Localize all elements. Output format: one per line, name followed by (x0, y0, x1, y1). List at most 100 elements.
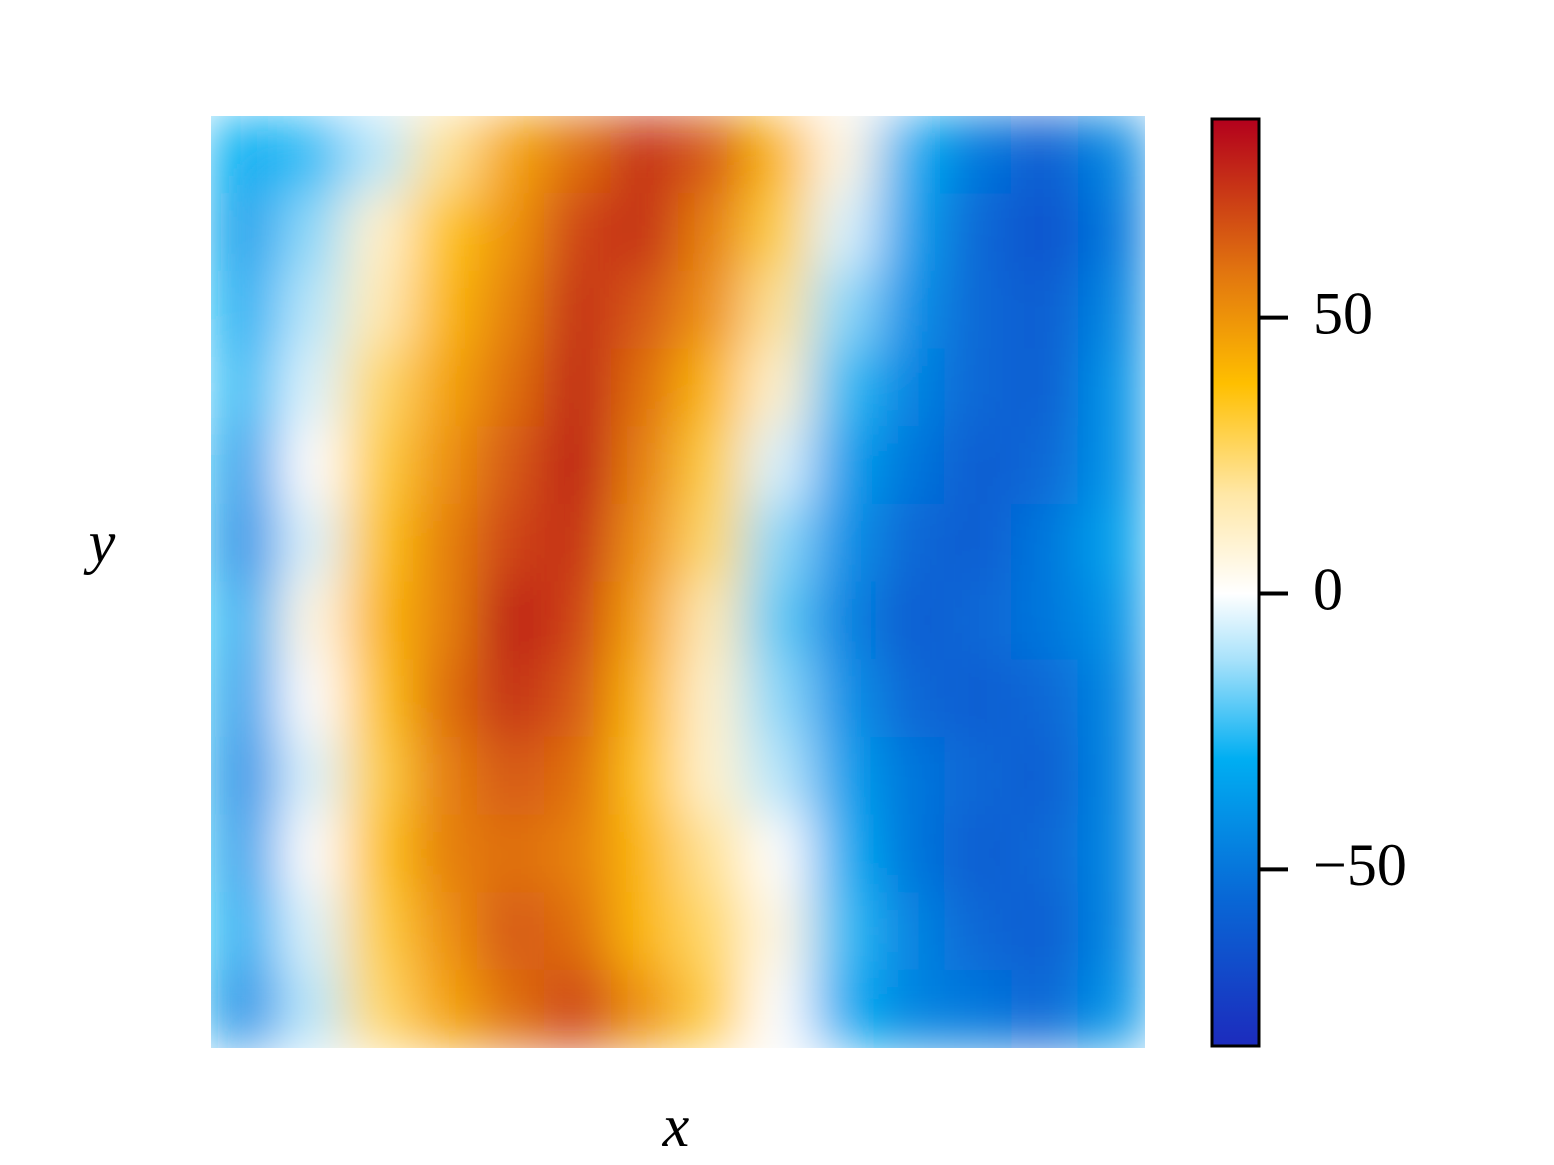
cell (1077, 193, 1145, 272)
cell (877, 348, 946, 428)
cell (211, 348, 279, 428)
cell (477, 270, 546, 350)
cell (343, 581, 412, 661)
cell (744, 116, 812, 195)
cell (211, 193, 279, 272)
cell (744, 814, 812, 894)
cell (544, 116, 612, 195)
cell (277, 116, 345, 195)
cell (343, 969, 412, 1048)
cell (544, 814, 612, 894)
cell (610, 581, 679, 661)
cell (1011, 892, 1079, 971)
cell (343, 116, 412, 195)
cell (477, 116, 546, 195)
cell (277, 659, 345, 738)
cell (410, 969, 479, 1048)
cell (1077, 426, 1145, 505)
cell (744, 659, 812, 738)
cell (410, 814, 479, 894)
cell (877, 736, 946, 816)
cell (610, 969, 679, 1048)
cell (410, 736, 479, 816)
cell (343, 426, 412, 505)
cell (944, 659, 1013, 738)
cell (610, 116, 679, 195)
cell (877, 969, 946, 1048)
cell (1011, 503, 1079, 583)
cell (877, 426, 946, 505)
cell (1011, 659, 1079, 738)
cell (1011, 116, 1079, 195)
cell (211, 969, 279, 1048)
cell (211, 581, 279, 661)
cell (1077, 736, 1145, 816)
cell (277, 270, 345, 350)
cell (744, 270, 812, 350)
cell (944, 503, 1013, 583)
cell (610, 503, 679, 583)
cell (1011, 581, 1079, 661)
cell (810, 193, 879, 272)
cell (677, 116, 746, 195)
cell (544, 270, 612, 350)
cell (544, 892, 612, 971)
colorbar-tick-label: 0 (1313, 556, 1343, 622)
cell (1011, 736, 1079, 816)
cell (343, 814, 412, 894)
cell (343, 193, 412, 272)
cell (343, 270, 412, 350)
cell (477, 193, 546, 272)
colorbar (1210, 117, 1261, 1048)
cell (410, 193, 479, 272)
cell (944, 814, 1013, 894)
cell (1077, 270, 1145, 350)
cell (410, 426, 479, 505)
cell (610, 892, 679, 971)
cell (944, 969, 1013, 1048)
cell (744, 348, 812, 428)
cell (810, 348, 879, 428)
cell (677, 193, 746, 272)
cell (744, 503, 812, 583)
cell (1077, 659, 1145, 738)
cell (343, 503, 412, 583)
cell (810, 116, 879, 195)
cell (211, 503, 279, 583)
cell (277, 581, 345, 661)
cell (277, 503, 345, 583)
cell (1077, 814, 1145, 894)
cell (944, 348, 1013, 428)
cell (343, 348, 412, 428)
cell (1011, 426, 1079, 505)
cell (677, 969, 746, 1048)
cell (277, 892, 345, 971)
cell (410, 348, 479, 428)
cell (677, 348, 746, 428)
cell (343, 736, 412, 816)
cell (610, 814, 679, 894)
cell (610, 193, 679, 272)
cell (944, 736, 1013, 816)
cell (477, 969, 546, 1048)
cell (944, 892, 1013, 971)
colorbar-tick-label: 50 (1313, 280, 1373, 346)
cell (810, 892, 879, 971)
cell (677, 503, 746, 583)
cell (277, 348, 345, 428)
cell (477, 581, 546, 661)
cell (211, 659, 279, 738)
cell (277, 969, 345, 1048)
cell (277, 736, 345, 816)
field (211, 116, 1145, 1048)
cell (677, 736, 746, 816)
cell (277, 814, 345, 894)
cell (544, 581, 612, 661)
cell (677, 814, 746, 894)
plot-area (211, 116, 1145, 1048)
cell (477, 503, 546, 583)
cell (1077, 348, 1145, 428)
cell (477, 659, 546, 738)
cell (477, 736, 546, 816)
